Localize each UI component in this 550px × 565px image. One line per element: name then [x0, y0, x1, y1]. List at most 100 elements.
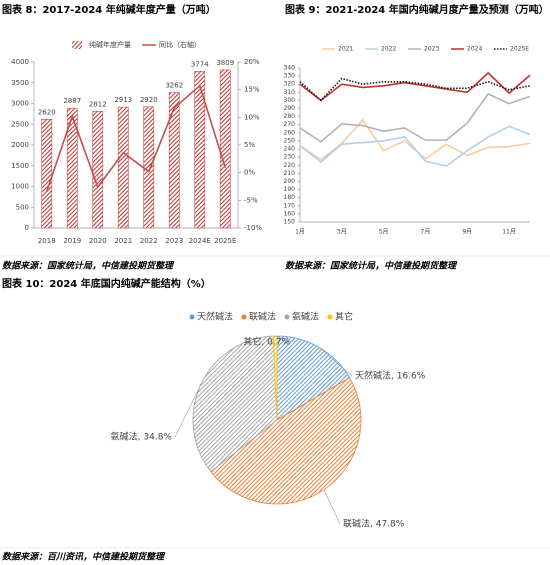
data-label: 氨碱法, 34.8%	[111, 431, 173, 443]
legend-label: 天然碱法	[197, 311, 233, 323]
y-tick-label: 330	[284, 73, 296, 80]
y-tick-label: 160	[284, 210, 296, 217]
y-tick-label: 500	[16, 203, 29, 211]
x-tick-label: 2025E	[214, 237, 236, 245]
value-label: 2913	[114, 96, 132, 104]
y-tick-label: 230	[284, 154, 296, 161]
y-tick-label: 210	[284, 170, 296, 177]
y-tick-label: 150	[284, 219, 296, 226]
source-note: 数据来源：百川资讯，中信建投期货整理	[2, 552, 166, 563]
y-tick-label: 250	[284, 137, 296, 144]
legend-marker	[284, 314, 290, 320]
pie-slice	[272, 335, 278, 421]
bar	[66, 107, 78, 229]
y-tick-label: 270	[284, 121, 296, 128]
bar	[194, 71, 206, 229]
y-tick-label: 260	[284, 129, 296, 136]
value-label: 2920	[140, 96, 158, 104]
y-tick-label: 310	[284, 89, 296, 96]
chart-title: 图表 9：2021-2024 年国内纯碱月度产量及预测（万吨）	[285, 3, 549, 16]
pie-slice	[276, 335, 351, 421]
leader-line	[323, 489, 341, 525]
x-tick-label: 2024E	[189, 237, 211, 245]
y-tick-label: 4000	[11, 58, 29, 66]
line-series	[299, 118, 531, 161]
legend-label: 2022	[381, 46, 396, 53]
y2-tick-label: 10%	[244, 113, 260, 121]
bar	[168, 92, 180, 229]
source-note: 数据来源：国家统计局，中信建投期货整理	[2, 261, 175, 272]
x-tick-label: 5月	[379, 229, 389, 236]
bar	[117, 106, 129, 229]
line-series	[299, 77, 531, 102]
x-tick-label: 9月	[462, 229, 472, 236]
leader-line	[318, 346, 353, 377]
y-tick-label: 180	[284, 194, 296, 201]
y2-tick-label: -10%	[244, 224, 262, 232]
chart-title: 图表 10：2024 年底国内纯碱产能结构（%）	[2, 277, 211, 290]
legend-marker	[241, 314, 247, 320]
line-series	[299, 92, 531, 143]
x-tick-label: 2022	[140, 237, 158, 245]
y-tick-label: 240	[284, 146, 296, 153]
legend-label: 联碱法	[249, 311, 276, 323]
x-tick-label: 2020	[89, 237, 107, 245]
bar	[92, 111, 104, 229]
legend-marker	[189, 314, 195, 320]
legend-label: 其它	[335, 311, 353, 323]
value-label: 3262	[165, 82, 183, 90]
legend-label: 2024	[467, 46, 482, 53]
value-label: 3774	[191, 60, 209, 68]
y-tick-label: 220	[284, 162, 296, 169]
y-tick-label: 300	[284, 97, 296, 104]
y-tick-label: 170	[284, 202, 296, 209]
legend-label: 2023	[424, 46, 439, 53]
x-tick-label: 7月	[421, 229, 431, 236]
y2-tick-label: 5%	[244, 141, 255, 149]
x-tick-label: 2023	[165, 237, 183, 245]
x-tick-label: 1月	[295, 229, 305, 236]
y2-tick-label: -5%	[244, 196, 258, 204]
y-tick-label: 320	[284, 81, 296, 88]
y2-tick-label: 0%	[244, 169, 255, 177]
y-tick-label: 3500	[11, 79, 29, 87]
leader-line	[174, 384, 202, 438]
line-series	[45, 84, 227, 192]
x-tick-label: 2018	[38, 237, 56, 245]
y2-tick-label: 20%	[244, 58, 260, 66]
x-tick-label: 2019	[63, 237, 81, 245]
chart-title: 图表 8：2017-2024 年纯碱年度产量（万吨）	[2, 3, 216, 16]
pie-slice	[192, 335, 278, 473]
line-series	[299, 71, 531, 102]
x-tick-label: 2021	[114, 237, 132, 245]
bar	[41, 119, 53, 229]
leader-line	[275, 335, 294, 343]
y-tick-label: 2500	[11, 120, 29, 128]
y2-tick-label: 15%	[244, 86, 260, 94]
line-series	[299, 125, 531, 167]
source-note: 数据来源：国家统计局，中信建投期货整理	[285, 261, 458, 272]
y-tick-label: 200	[284, 178, 296, 185]
value-label: 2812	[89, 100, 107, 108]
legend-marker	[72, 41, 82, 49]
value-label: 3809	[216, 59, 234, 67]
y-tick-label: 2000	[11, 141, 29, 149]
legend-label: 纯碱年度产量	[89, 40, 131, 49]
legend-label: 2021	[338, 46, 353, 53]
y-tick-label: 3000	[11, 100, 29, 108]
y-tick-label: 1500	[11, 162, 29, 170]
y-tick-label: 190	[284, 186, 296, 193]
y-tick-label: 1000	[11, 183, 29, 191]
value-label: 2620	[38, 108, 56, 116]
y-tick-label: 280	[284, 113, 296, 120]
bar	[143, 106, 155, 229]
legend-marker	[327, 314, 333, 320]
bar	[219, 69, 231, 229]
legend-label: 氨碱法	[292, 311, 319, 323]
y-tick-label: 0	[25, 224, 29, 232]
y-tick-label: 340	[284, 65, 296, 72]
legend-label: 同比（右轴）	[159, 40, 201, 49]
data-label: 其它, 0.7%	[243, 336, 290, 348]
x-tick-label: 11月	[502, 229, 516, 236]
